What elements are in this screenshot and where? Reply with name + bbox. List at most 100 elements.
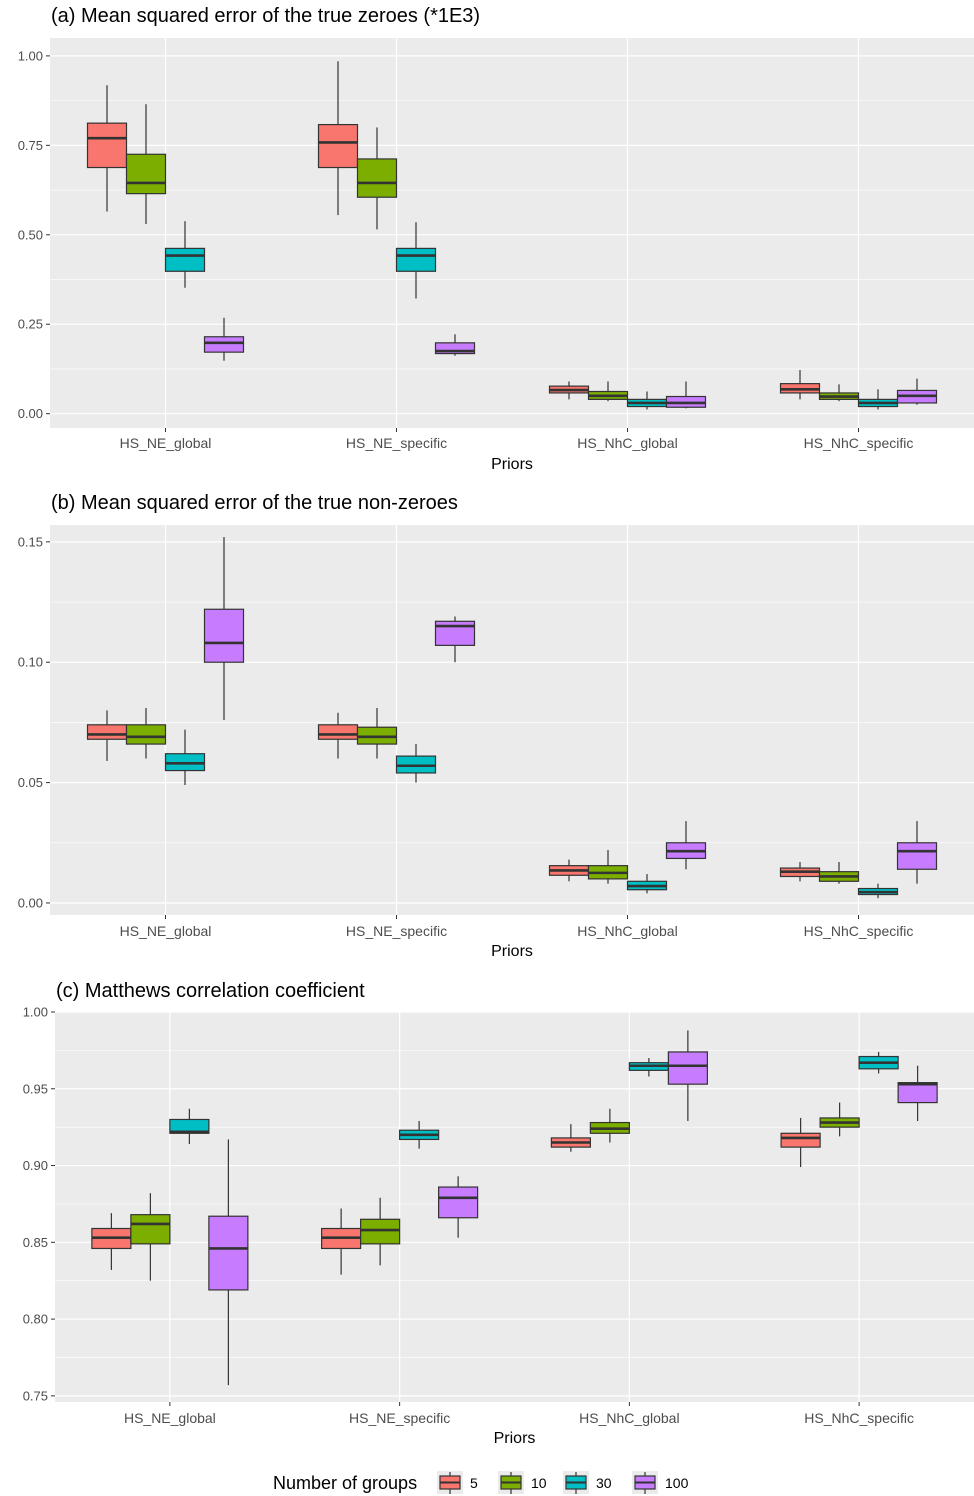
box	[203, 608, 245, 663]
y-tick-label: 0.10	[18, 655, 43, 670]
box-10-HS_NE_specific	[360, 1197, 401, 1266]
box-5-HS_NE_global	[86, 85, 128, 212]
box-5-HS_NhC_global	[550, 1124, 591, 1152]
box-30-HS_NhC_specific	[858, 1051, 899, 1074]
legend-label: 100	[665, 1475, 689, 1491]
box	[667, 1051, 708, 1085]
box-30-HS_NE_global	[164, 729, 206, 785]
box	[395, 247, 437, 272]
box	[317, 123, 359, 169]
x-tick-label: HS_NhC_specific	[804, 1410, 914, 1426]
box-100-HS_NE_global	[208, 1139, 249, 1386]
plot-background	[55, 1012, 974, 1402]
x-tick-label: HS_NhC_global	[577, 435, 677, 451]
box-100-HS_NhC_specific	[896, 378, 938, 405]
box-30-HS_NE_specific	[399, 1121, 440, 1149]
box	[434, 342, 476, 355]
box-100-HS_NE_global	[203, 317, 245, 361]
x-tick-label: HS_NE_specific	[346, 923, 447, 939]
box-5-HS_NhC_specific	[780, 1117, 821, 1168]
box-100-HS_NE_global	[203, 537, 245, 720]
box	[169, 1118, 210, 1134]
x-tick-label: HS_NE_specific	[346, 435, 447, 451]
box	[780, 1132, 821, 1148]
y-tick-label: 0.00	[18, 895, 43, 910]
y-tick-label: 0.25	[18, 317, 43, 332]
y-tick-label: 0.95	[23, 1081, 48, 1096]
y-tick-label: 0.90	[23, 1158, 48, 1173]
box-10-HS_NE_global	[130, 1193, 171, 1281]
x-tick-label: HS_NhC_global	[577, 923, 677, 939]
box-5-HS_NE_global	[86, 710, 128, 761]
y-tick-label: 0.05	[18, 775, 43, 790]
box-100-HS_NhC_global	[667, 1030, 708, 1122]
box	[208, 1215, 249, 1291]
legend-label: 5	[470, 1475, 478, 1491]
box-5-HS_NE_global	[91, 1213, 132, 1270]
box-10-HS_NE_specific	[356, 707, 398, 759]
box-10-HS_NhC_global	[587, 850, 629, 884]
x-tick-label: HS_NhC_specific	[804, 435, 914, 451]
y-tick-label: 0.75	[23, 1388, 48, 1403]
box	[130, 1214, 171, 1245]
box-10-HS_NhC_global	[589, 1108, 630, 1143]
x-tick-label: HS_NhC_global	[579, 1410, 679, 1426]
box-100-HS_NhC_global	[665, 381, 707, 409]
legend-label: 10	[531, 1475, 547, 1491]
box-5-HS_NhC_specific	[779, 370, 821, 400]
x-tick-label: HS_NE_global	[124, 1410, 216, 1426]
box-5-HS_NE_specific	[317, 61, 359, 216]
box-100-HS_NhC_global	[665, 821, 707, 870]
panel-c: 0.75 0.80 0.85 0.90 0.95 1.00 HS_NE_global HS_N…	[23, 980, 974, 1447]
legend: Number of groups 5 10 30 100	[273, 1471, 689, 1494]
panel-b: 0.00 0.05 0.10 0.15 HS_NE_global HS_NE_specif…	[18, 492, 974, 960]
legend-entry-5: 5	[437, 1471, 478, 1494]
box	[86, 724, 128, 740]
y-tick-label: 1.00	[23, 1005, 48, 1020]
box	[164, 247, 206, 272]
box	[125, 153, 167, 195]
y-tick-label: 0.85	[23, 1235, 48, 1250]
box	[125, 724, 167, 745]
legend-title: Number of groups	[273, 1473, 417, 1493]
x-axis-title: Priors	[491, 943, 533, 960]
y-tick-label: 0.00	[18, 406, 43, 421]
panel-title: (b) Mean squared error of the true non-z…	[51, 492, 458, 514]
box-10-HS_NhC_specific	[818, 862, 860, 884]
plot-background	[50, 525, 974, 915]
legend-entry-100: 100	[632, 1471, 689, 1494]
box-5-HS_NhC_global	[548, 381, 590, 400]
box-100-HS_NhC_specific	[896, 821, 938, 884]
box	[86, 122, 128, 169]
x-tick-label: HS_NE_global	[120, 435, 212, 451]
box-10-HS_NhC_specific	[818, 384, 860, 402]
box-10-HS_NE_specific	[356, 127, 398, 230]
box-100-HS_NhC_specific	[897, 1065, 938, 1122]
box	[356, 158, 398, 198]
box-30-HS_NE_global	[164, 221, 206, 288]
y-tick-label: 0.50	[18, 227, 43, 242]
box-100-HS_NE_specific	[438, 1176, 479, 1238]
box	[360, 1218, 401, 1245]
box-100-HS_NE_specific	[434, 616, 476, 663]
y-tick-label: 0.75	[18, 138, 43, 153]
panel-title: (a) Mean squared error of the true zeroe…	[51, 5, 480, 27]
box-100-HS_NE_specific	[434, 334, 476, 356]
box-30-HS_NE_global	[169, 1108, 210, 1145]
x-tick-label: HS_NE_specific	[349, 1410, 450, 1426]
panel-a: 0.00 0.25 0.50 0.75 1.00 HS_NE_global HS_NE_sp…	[18, 5, 974, 473]
box-30-HS_NE_specific	[395, 222, 437, 299]
x-axis-title: Priors	[494, 1430, 536, 1447]
box-30-HS_NhC_specific	[857, 883, 899, 899]
y-tick-label: 1.00	[18, 48, 43, 63]
plot-background	[50, 38, 974, 428]
box	[896, 842, 938, 870]
y-tick-label: 0.80	[23, 1312, 48, 1327]
legend-entry-30: 30	[563, 1471, 612, 1494]
box-30-HS_NE_specific	[395, 744, 437, 783]
box-30-HS_NhC_global	[626, 874, 668, 894]
panel-title: (c) Matthews correlation coefficient	[56, 980, 365, 1002]
box	[897, 1082, 938, 1104]
box	[317, 724, 359, 740]
